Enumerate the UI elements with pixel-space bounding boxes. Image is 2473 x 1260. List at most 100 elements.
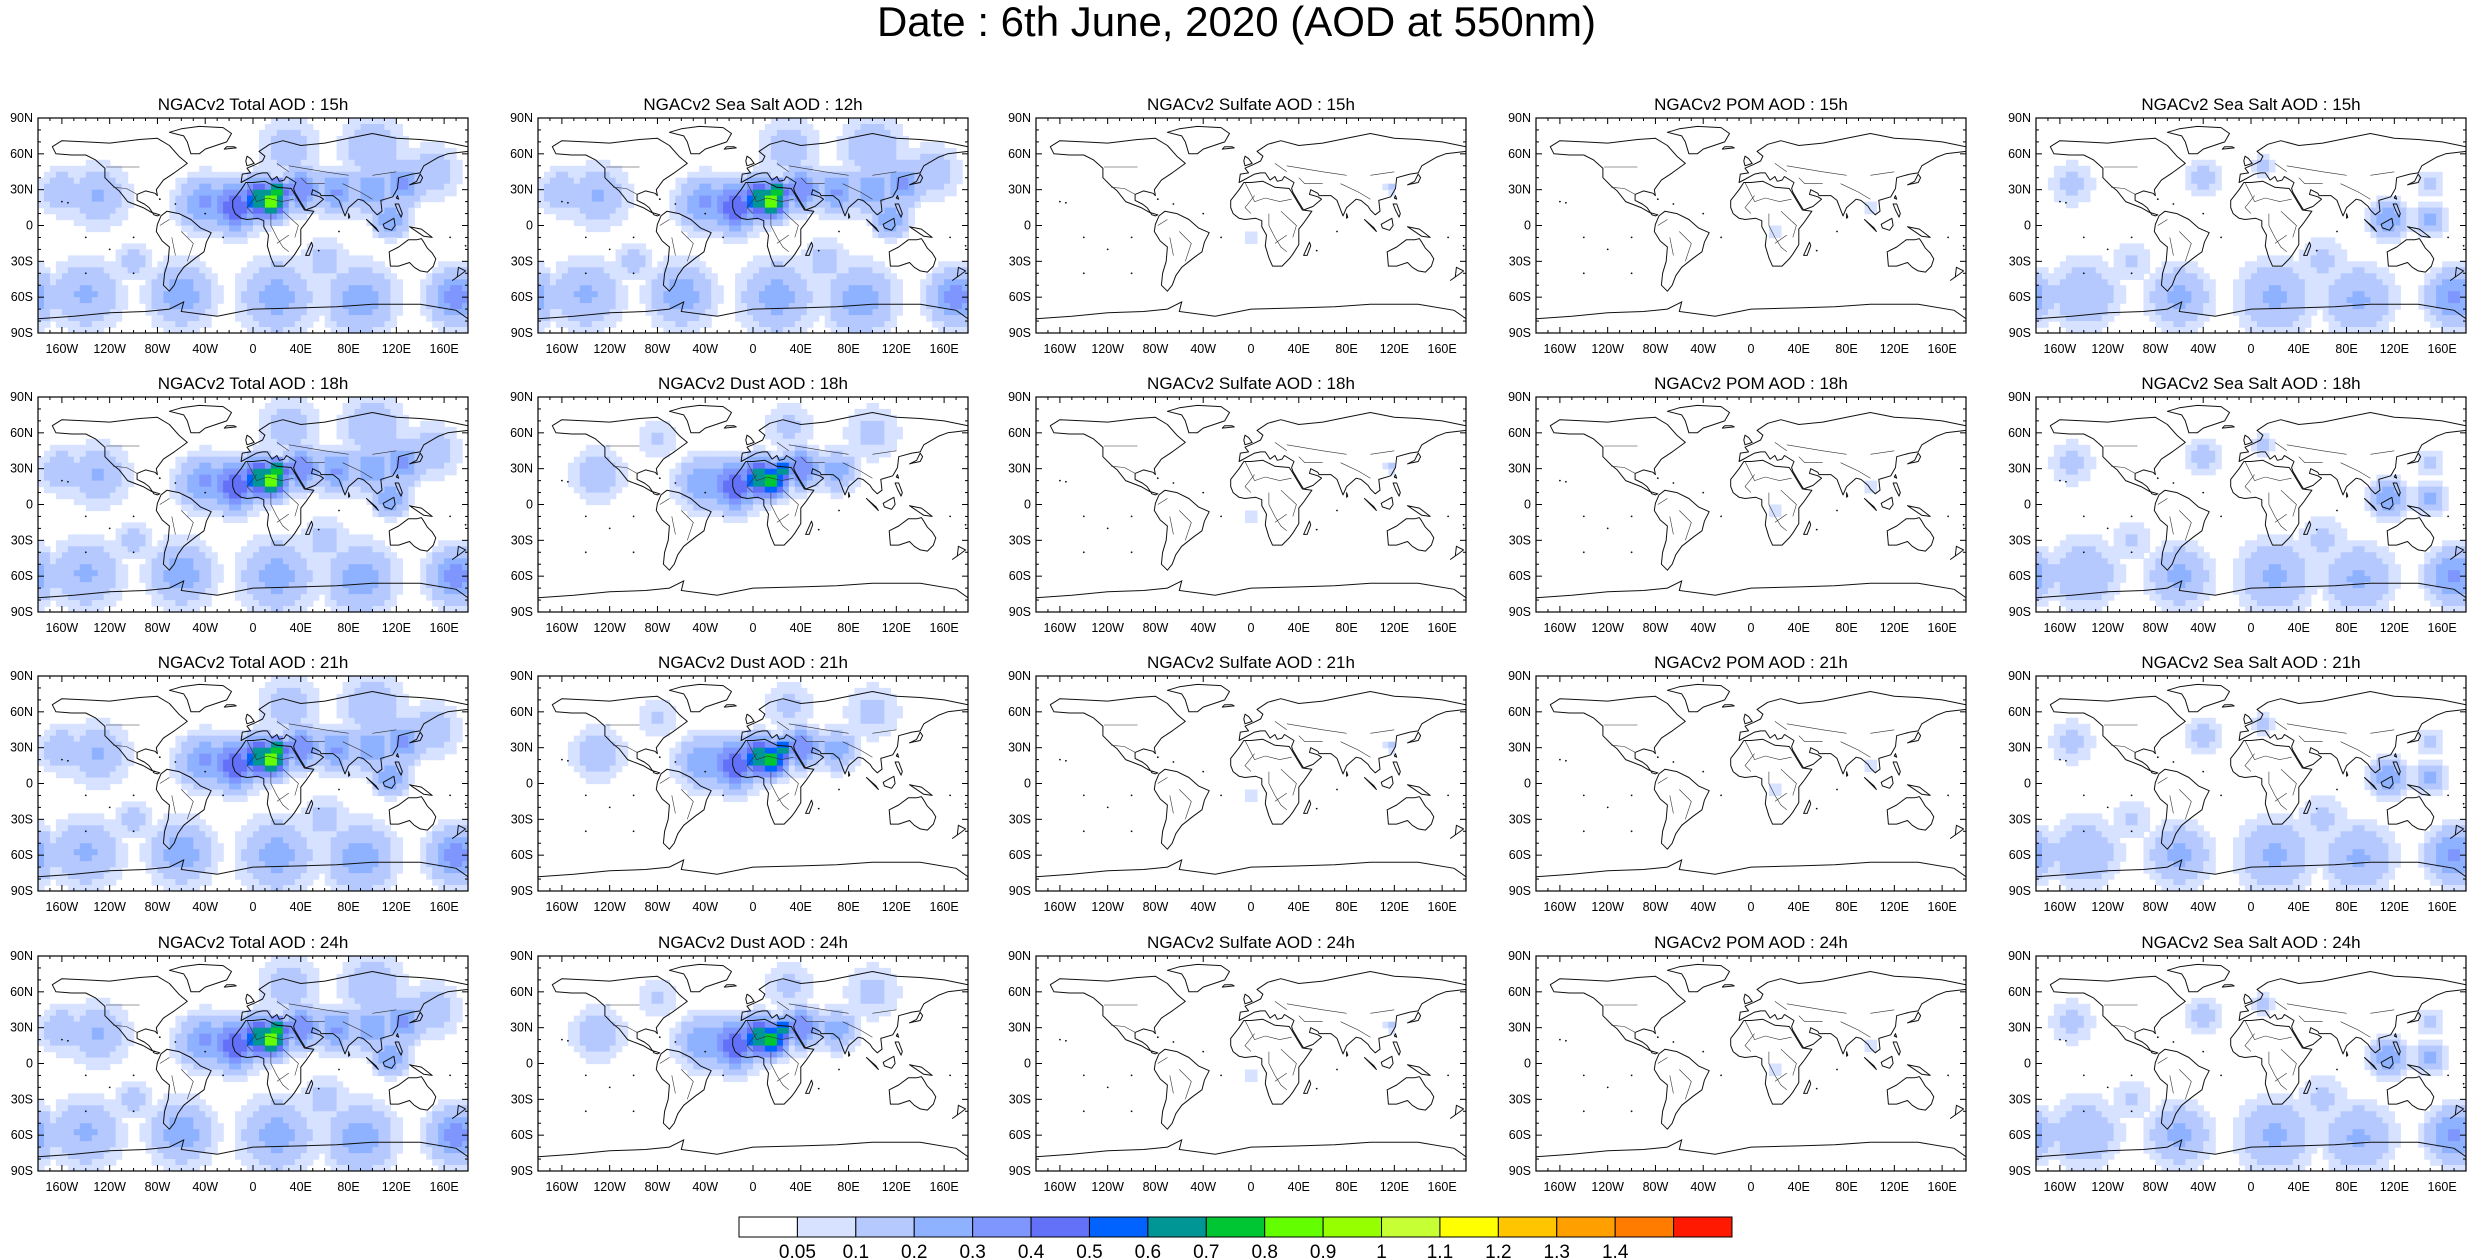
aod-cell — [438, 426, 445, 434]
aod-cell — [109, 456, 117, 464]
aod-cell — [336, 267, 344, 274]
aod-cell — [366, 165, 374, 173]
aod-cell — [187, 231, 194, 239]
aod-cell — [687, 267, 694, 274]
aod-cell — [372, 291, 379, 298]
aod-cell — [1388, 183, 1395, 191]
aod-cell — [818, 243, 826, 250]
aod-cell — [193, 297, 200, 304]
aod-cell — [115, 219, 123, 227]
island — [2065, 201, 2067, 204]
aod-cell — [199, 201, 206, 209]
aod-cell — [414, 147, 421, 155]
aod-cell — [211, 183, 218, 191]
aod-cell — [890, 177, 897, 185]
aod-cell — [276, 321, 284, 328]
aod-cell — [645, 309, 653, 316]
aod-cell — [2095, 267, 2103, 274]
aod-cell — [300, 327, 308, 333]
aod-cell — [782, 153, 790, 161]
aod-cell — [264, 255, 272, 262]
aod-cell — [770, 273, 778, 280]
aod-cell — [372, 303, 379, 310]
aod-cell — [597, 297, 605, 304]
lat-tick-label: 60S — [511, 290, 533, 304]
aod-cell — [866, 159, 874, 167]
coastline — [382, 217, 396, 231]
aod-cell — [2418, 297, 2425, 304]
aod-cell — [944, 267, 951, 274]
aod-cell — [2370, 279, 2377, 286]
aod-cell — [699, 165, 706, 173]
aod-cell — [73, 468, 81, 476]
aod-cell — [420, 462, 427, 470]
aod-cell — [270, 420, 278, 428]
island — [2172, 203, 2175, 205]
aod-cell — [360, 456, 368, 464]
aod-cell — [247, 225, 254, 233]
aod-cell — [723, 171, 730, 179]
aod-cell — [782, 219, 790, 227]
aod-cell — [414, 426, 421, 434]
aod-cell — [693, 321, 700, 328]
aod-cell — [735, 213, 742, 221]
aod-cell — [806, 171, 814, 179]
aod-cell — [360, 327, 368, 333]
aod-cell — [2298, 291, 2306, 298]
aod-cell — [354, 201, 362, 209]
aod-cell — [181, 303, 188, 310]
aod-cell — [366, 201, 374, 209]
aod-cell — [800, 279, 808, 286]
aod-cell — [2042, 291, 2049, 298]
aod-cell — [812, 267, 820, 274]
aod-cell — [288, 403, 296, 410]
aod-cell — [2268, 285, 2276, 292]
aod-cell — [44, 183, 51, 191]
aod-cell — [938, 315, 945, 322]
aod-cell — [2257, 315, 2264, 322]
aod-cell — [2071, 279, 2079, 286]
coastline — [305, 241, 314, 256]
aod-cell — [2376, 285, 2383, 292]
aod-cell — [151, 273, 159, 280]
aod-cell — [836, 147, 844, 155]
aod-cell — [366, 255, 374, 262]
aod-cell — [681, 177, 688, 185]
aod-cell — [175, 309, 182, 316]
aod-cell — [151, 321, 159, 328]
aod-cell — [259, 468, 266, 476]
aod-cell — [2298, 261, 2306, 268]
aod-cell — [372, 124, 379, 131]
aod-cell — [175, 321, 182, 328]
aod-cell — [270, 189, 278, 197]
aod-cell — [2179, 303, 2186, 310]
aod-cell — [420, 303, 427, 310]
aod-cell — [776, 279, 784, 286]
aod-cell — [896, 297, 903, 304]
aod-cell — [97, 303, 105, 310]
aod-cell — [621, 207, 629, 215]
aod-cell — [2161, 321, 2168, 328]
aod-cell — [705, 273, 712, 280]
aod-cell — [175, 255, 182, 262]
aod-cell — [2161, 267, 2168, 274]
aod-cell — [621, 183, 629, 191]
lon-tick-label: 120E — [882, 342, 911, 356]
aod-cell — [187, 297, 194, 304]
aod-cell — [2268, 267, 2276, 274]
aod-cell — [97, 165, 105, 173]
aod-cell — [711, 291, 718, 298]
aod-cell — [276, 474, 284, 482]
aod-cell — [854, 273, 862, 280]
aod-cell — [627, 273, 635, 280]
aod-cell — [747, 195, 754, 203]
aod-cell — [270, 213, 278, 221]
aod-cell — [747, 171, 754, 179]
aod-cell — [336, 444, 344, 452]
aod-cell — [2071, 159, 2079, 167]
lon-tick-label: 80W — [645, 342, 671, 356]
aod-cell — [561, 201, 569, 209]
aod-cell — [199, 474, 206, 482]
aod-cell — [723, 195, 730, 203]
aod-cell — [336, 213, 344, 221]
